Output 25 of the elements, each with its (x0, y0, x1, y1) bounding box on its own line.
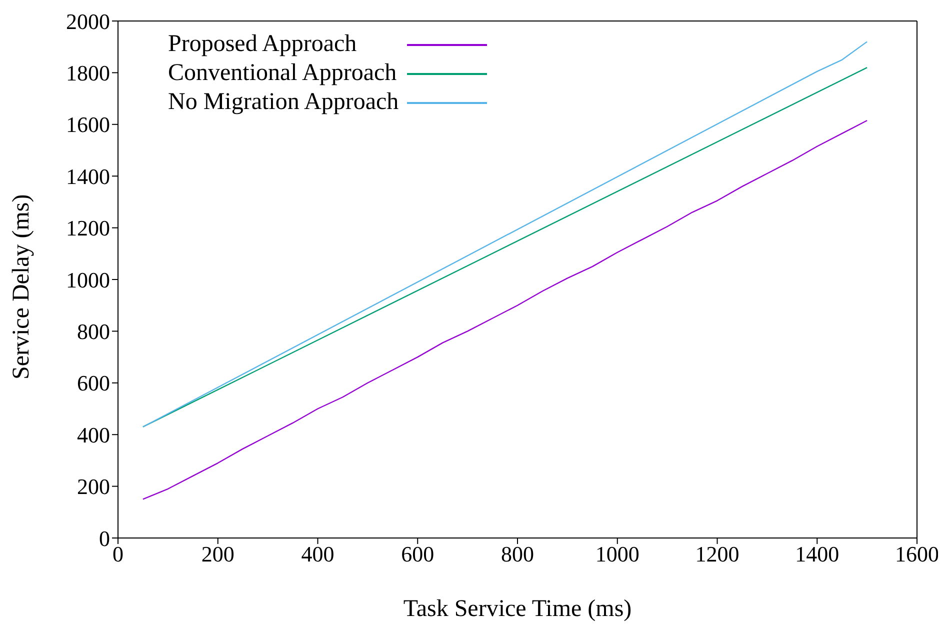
legend-label: No Migration Approach (168, 88, 399, 117)
x-tick-label: 200 (201, 542, 234, 567)
y-tick-label: 1600 (66, 112, 110, 138)
y-tick-label: 1800 (66, 60, 110, 86)
line-series (142, 120, 868, 500)
x-tick-label: 1000 (595, 542, 640, 567)
x-tick-label: 1200 (695, 542, 740, 567)
x-tick-label: 800 (501, 542, 534, 567)
x-tick-label: 1400 (795, 542, 840, 567)
legend-label: Proposed Approach (168, 30, 358, 59)
x-tick-label: 400 (301, 542, 334, 567)
x-tick-label: 600 (401, 542, 434, 567)
x-tick-label: 1600 (895, 542, 939, 567)
y-tick-label: 800 (77, 319, 110, 344)
y-tick-label: 400 (77, 422, 110, 448)
y-tick-label: 0 (99, 526, 110, 551)
y-tick-label: 1000 (66, 267, 110, 292)
y-tick-label: 600 (77, 370, 110, 396)
y-tick-label: 1200 (66, 216, 110, 241)
legend-label: Conventional Approach (168, 59, 398, 88)
y-tick-label: 2000 (66, 8, 110, 34)
y-axis-title: Service Delay (ms) (8, 194, 35, 380)
y-tick-label: 200 (77, 474, 110, 500)
y-tick-label: 1400 (66, 164, 110, 189)
x-axis-title: Task Service Time (ms) (403, 596, 632, 622)
